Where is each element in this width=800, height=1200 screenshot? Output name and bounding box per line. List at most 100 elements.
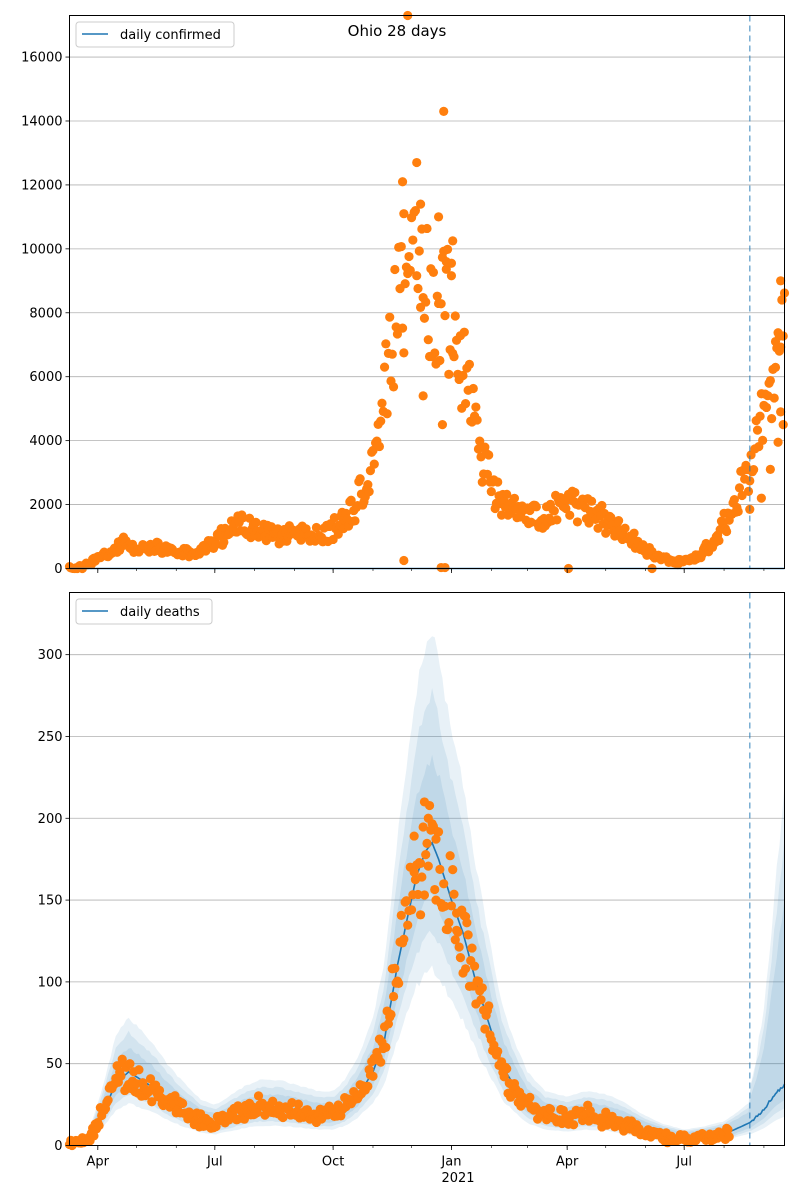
deaths-point [125,1059,135,1069]
deaths-point [446,901,457,911]
confirmed-point [376,416,386,426]
deaths-point [444,917,454,928]
chart-title: Ohio 28 days [348,22,447,40]
confirmed-point [464,359,475,369]
confirmed-point [778,331,788,341]
confirmed-point [412,271,422,281]
confirmed-point [502,489,512,499]
confirmed-point [379,362,390,372]
confirmed-point [355,474,365,484]
deaths-point [545,1104,556,1114]
confirmed-point [439,106,449,116]
confirmed-point [435,355,445,366]
confirmed-point [758,435,768,445]
confirmed-point [423,335,433,345]
confirmed-point [765,375,775,386]
confirmed-point [776,407,786,417]
confirmed-point [363,480,373,490]
confirmed-y-tick-label: 12000 [21,178,62,193]
confirmed-point [450,311,460,321]
confirmed-point [397,177,408,187]
confirmed-point [774,346,784,356]
confirmed-point [219,537,229,547]
confirmed-y-tick-label: 2000 [29,498,62,513]
confirmed-point [377,398,387,408]
deaths-point [455,953,466,963]
confirmed-point [422,223,432,234]
confirmed-point [733,506,743,517]
deaths-point [147,1097,157,1107]
confirmed-point [387,349,397,359]
confirmed-point [773,437,783,447]
confirmed-point [399,555,409,566]
confirmed-point [441,264,451,274]
confirmed-point [413,283,423,294]
confirmed-point [414,246,424,256]
confirmed-point [415,199,426,209]
deaths-point [253,1091,264,1101]
deaths-point [463,930,473,940]
deaths-point [409,867,419,877]
deaths-point [525,1092,535,1103]
confirmed-point [565,510,575,520]
deaths-point [449,889,459,899]
confirmed-y-tick-label: 8000 [29,306,62,321]
confirmed-point [614,515,624,526]
deaths-point [450,935,460,945]
confirmed-point [769,393,779,403]
confirmed-point [765,464,775,475]
confirmed-point [770,336,781,347]
deaths-x-tick-label: Oct [322,1155,344,1170]
confirmed-point [381,339,391,349]
deaths-x-tick-label: Jul [206,1155,223,1170]
deaths-y-tick-label: 50 [46,1057,63,1072]
deaths-bands [69,636,785,1146]
confirmed-point [734,483,745,493]
deaths-x-tick-label: Jul [675,1155,692,1170]
confirmed-point [468,383,478,394]
deaths-point [178,1098,188,1109]
confirmed-point [752,425,763,435]
deaths-point [134,1065,144,1075]
deaths-point [423,861,433,871]
deaths-y-tick-label: 200 [38,812,63,827]
confirmed-point [369,459,379,469]
deaths-point [431,834,441,844]
deaths-point [94,1120,104,1131]
confirmed-point [440,311,450,321]
deaths-point [460,964,471,974]
confirmed-point [472,415,482,425]
deaths-point [89,1131,99,1141]
confirmed-point [400,279,410,289]
confirmed-point [405,265,415,275]
confirmed-point [756,493,766,503]
deaths-point [476,995,486,1005]
deaths-point [421,850,431,860]
confirmed-point [531,502,541,512]
confirmed-y-tick-label: 14000 [21,114,62,129]
confirmed-point [471,402,481,412]
deaths-point [116,1071,126,1081]
confirmed-point [346,495,356,505]
deaths-y-tick-label: 250 [38,730,63,745]
deaths-point [469,961,480,971]
confirmed-point [437,420,448,430]
confirmed-point [251,517,261,527]
deaths-frame [69,592,785,1146]
confirmed-point [404,251,414,262]
confirmed-point [390,264,400,275]
confirmed-panel: 0 2000 4000 6000 8000 10000 12000 14000 16000 Oh… [21,10,790,577]
confirmed-points [64,10,790,574]
deaths-point [388,991,399,1002]
confirmed-point [433,212,444,222]
deaths-point [419,797,430,807]
confirmed-point [311,522,322,533]
confirmed-grid [69,56,785,569]
deaths-x-tick-label: Apr [556,1155,579,1170]
confirmed-y-tick-label: 10000 [21,242,62,257]
confirmed-point [570,487,580,498]
deaths-point [401,896,412,906]
deaths-point [386,1009,396,1020]
deaths-y-tick-label: 300 [38,648,63,663]
